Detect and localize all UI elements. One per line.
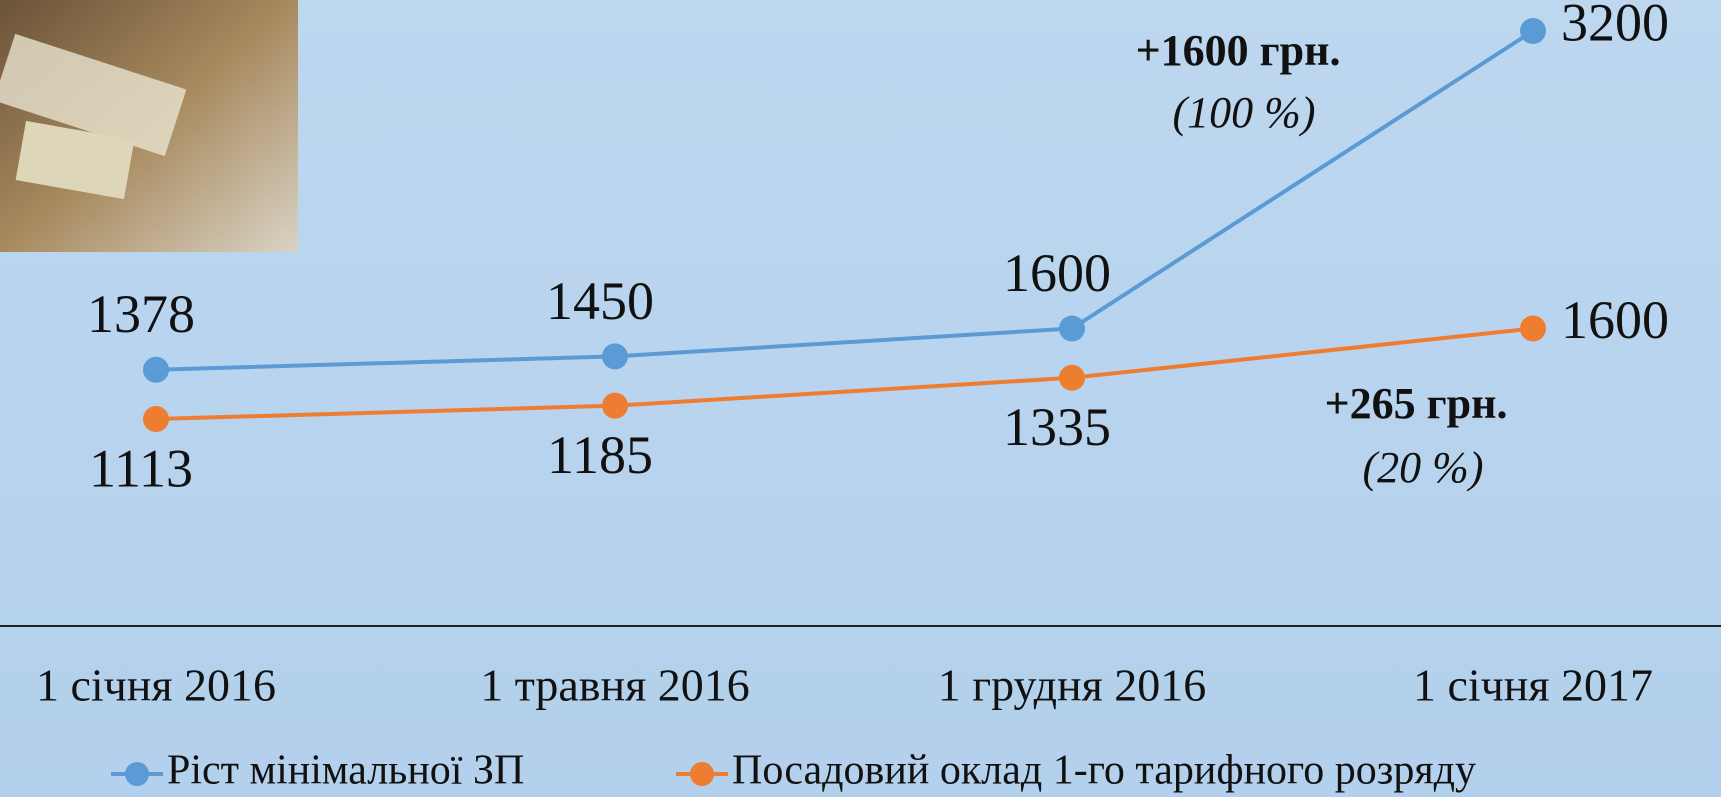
photo [0, 0, 298, 252]
point [143, 406, 169, 432]
legend-label: Ріст мінімальної ЗП [167, 748, 524, 794]
annotation: +265 грн. [1325, 379, 1508, 428]
x-tick-label: 1 травня 2016 [480, 660, 750, 711]
point [602, 343, 628, 369]
point [1520, 18, 1546, 44]
data-label: 1335 [1003, 397, 1111, 457]
chart: 1378 1450 1600 3200 1113 1185 1335 1600 1 січня … [0, 0, 1721, 797]
data-label: 1600 [1561, 290, 1669, 350]
x-tick-label: 1 грудня 2016 [938, 660, 1207, 711]
point [143, 357, 169, 383]
data-label: 1113 [89, 438, 193, 498]
annotation: +1600 грн. [1136, 26, 1341, 75]
point [1059, 316, 1085, 342]
x-tick-label: 1 січня 2017 [1413, 660, 1653, 711]
page: 1378 1450 1600 3200 1113 1185 1335 1600 1 січня … [0, 0, 1721, 797]
annotation: (20 %) [1363, 443, 1484, 492]
legend-marker [125, 762, 149, 786]
x-tick-label: 1 січня 2016 [36, 660, 276, 711]
point [602, 393, 628, 419]
data-label: 1378 [87, 284, 195, 344]
legend-marker [690, 762, 714, 786]
point [1520, 316, 1546, 342]
point [1059, 365, 1085, 391]
legend-label: Посадовий оклад 1-го тарифного розряду [732, 748, 1476, 794]
data-label: 1600 [1003, 243, 1111, 303]
annotation: (100 %) [1173, 88, 1316, 137]
data-label: 1450 [546, 271, 654, 331]
data-label: 3200 [1561, 0, 1669, 52]
data-label: 1185 [547, 425, 653, 485]
